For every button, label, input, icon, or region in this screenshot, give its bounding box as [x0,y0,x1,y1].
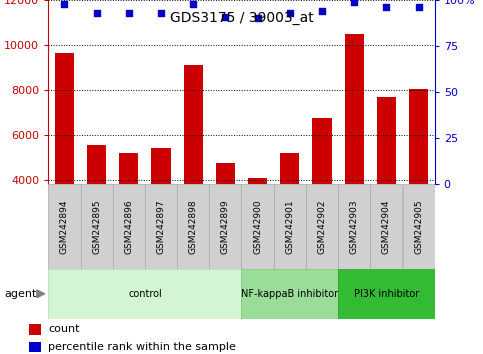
Point [318,8,326,14]
Text: GSM242904: GSM242904 [382,199,391,254]
Text: GSM242898: GSM242898 [189,199,198,254]
Bar [344,34,364,184]
Point [415,5,423,10]
Bar [370,184,402,269]
Text: GSM242900: GSM242900 [253,199,262,254]
Bar [81,184,113,269]
Bar [248,178,267,184]
Bar [402,184,435,269]
Text: GSM242901: GSM242901 [285,199,294,254]
Bar [151,148,170,184]
Bar [119,153,139,184]
Bar [29,324,41,335]
Bar [216,163,235,184]
Point [93,10,100,16]
Point [189,1,197,6]
Text: count: count [48,324,80,334]
Point [286,10,294,16]
Bar [242,184,274,269]
Bar [280,153,299,184]
Bar [409,88,428,184]
Text: percentile rank within the sample: percentile rank within the sample [48,342,236,352]
Bar [48,269,242,319]
Point [383,5,390,10]
Text: GDS3175 / 39003_at: GDS3175 / 39003_at [170,11,313,25]
Bar [209,184,242,269]
Bar [48,184,81,269]
Point [350,0,358,5]
Text: GSM242894: GSM242894 [60,199,69,254]
Bar [306,184,338,269]
Text: GSM242895: GSM242895 [92,199,101,254]
Bar [87,145,106,184]
Point [125,10,133,16]
Text: GSM242902: GSM242902 [317,199,327,254]
Text: GSM242897: GSM242897 [156,199,166,254]
Bar [338,184,370,269]
Text: PI3K inhibitor: PI3K inhibitor [354,289,419,299]
Text: GSM242896: GSM242896 [124,199,133,254]
Bar [145,184,177,269]
Text: GSM242903: GSM242903 [350,199,359,254]
Bar [242,269,338,319]
Point [222,14,229,19]
Bar [177,184,209,269]
Point [157,10,165,16]
Bar [113,184,145,269]
Bar [274,184,306,269]
Bar [338,269,435,319]
Point [60,1,68,6]
Bar [184,65,203,184]
Text: GSM242905: GSM242905 [414,199,423,254]
Text: GSM242899: GSM242899 [221,199,230,254]
Bar [377,97,396,184]
Bar [29,342,41,352]
Text: agent: agent [5,289,37,299]
Text: NF-kappaB inhibitor: NF-kappaB inhibitor [241,289,339,299]
Bar [313,118,332,184]
Text: control: control [128,289,162,299]
Bar [55,53,74,184]
Point [254,16,261,21]
